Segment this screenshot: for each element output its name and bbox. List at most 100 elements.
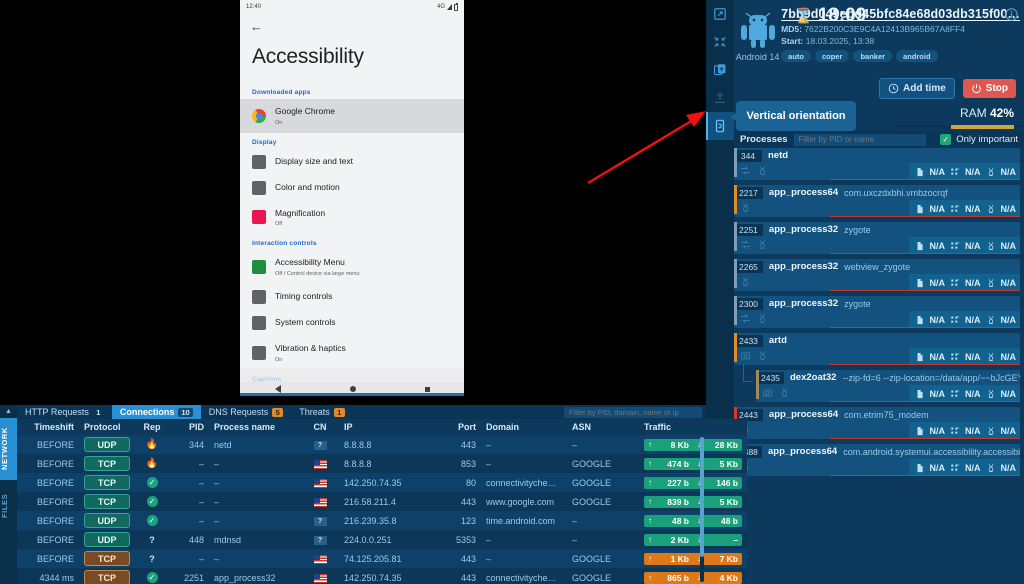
table-body[interactable]: BEFORE UDP 🔥 344 netd? 8.8.8.8 443– – ↑ 8 Kb ↓ 28 K… [17,435,747,584]
process-row[interactable]: 2217 app_process64 com.uxczdxbhi.vmbzocrqf… [734,185,1020,217]
nav-back-icon[interactable] [274,385,281,393]
network-arrows-icon[interactable] [740,239,751,253]
only-important-toggle[interactable]: ✓ Only important [940,134,1018,145]
dna-icon[interactable] [779,387,790,401]
back-arrow-icon[interactable]: ← [250,19,263,34]
phone-setting-row[interactable]: Magnification Off [240,201,464,235]
process-row[interactable]: 2300 app_process32 zygote N/A N/A N/A [734,296,1020,328]
dna-icon[interactable] [740,202,751,216]
col-header-pid[interactable]: PID [169,419,209,435]
process-card[interactable]: 2217 app_process64 com.uxczdxbhi.vmbzocrqf… [734,185,1020,217]
process-card[interactable]: 2265 app_process32 webview_zygote N/A N/A N/A [734,259,1020,291]
col-header-traffic[interactable]: Traffic [639,419,747,435]
download-arrow-icon: ↓ [697,554,701,563]
col-header-ip[interactable]: IP [339,419,437,435]
process-card[interactable]: 344 netd N/A N/A N/A [734,148,1020,180]
process-foot: N/A N/A N/A [734,459,1020,476]
table-row[interactable]: BEFORE TCP ✓ – – 142.250.74.35 80 connectivityc… [17,473,747,492]
tag-auto[interactable]: auto [781,50,811,62]
table-row[interactable]: BEFORE UDP 🔥 344 netd? 8.8.8.8 443– – ↑ 8 Kb ↓ 28 K… [17,435,747,454]
network-tabs[interactable]: HTTP Requests 1 Connections 10 DNS Requests 5… [17,405,706,419]
android-device-screen[interactable]: 12:40 4G ← Accessibility Downloaded apps… [240,0,464,396]
rotate-orientation-icon[interactable] [706,112,734,140]
tag-android[interactable]: android [896,50,938,62]
process-card[interactable]: 2300 app_process32 zygote N/A N/A N/A [734,296,1020,328]
network-arrows-icon[interactable] [740,313,751,327]
tab-http-requests[interactable]: HTTP Requests 1 [17,405,112,419]
process-row[interactable]: 344 netd N/A N/A N/A [734,148,1020,180]
dna-icon[interactable] [757,165,768,179]
process-row[interactable]: 2443 app_process64 com.etrim75_modem N/A N/A… [734,407,1020,439]
upload-arrow-icon: ↑ [648,497,652,506]
dna-icon[interactable] [740,461,751,475]
phone-setting-row[interactable]: Google Chrome On [240,99,464,133]
process-row[interactable]: 2265 app_process32 webview_zygote N/A N/A N/A [734,259,1020,291]
dna-icon[interactable] [757,313,768,327]
table-row[interactable]: BEFORE TCP 🔥 – –8.8.8.8 853– GOOGLE ↑ 474 b ↓ 5 Kb [17,454,747,473]
upload-icon[interactable] [706,84,734,112]
table-row[interactable]: BEFORE TCP ✓ – – 216.58.211.4 443 www.google.co… [17,492,747,511]
col-header-rep[interactable]: Rep [135,419,169,435]
tab-threats[interactable]: Threats 1 [291,405,353,419]
col-header-asn[interactable]: ASN [567,419,639,435]
fullscreen-collapse-icon[interactable] [706,28,734,56]
nav-home-icon[interactable] [349,386,356,392]
process-card[interactable]: 2443 app_process64 com.etrim75_modem N/A N/A… [734,407,1020,439]
table-scrollbar[interactable] [700,437,704,582]
col-header-cn[interactable]: CN [301,419,339,435]
col-header-protocol[interactable]: Protocol [79,419,135,435]
phone-setting-row[interactable]: Accessibility Menu Off / Control device v… [240,250,464,284]
process-filter-input[interactable] [793,133,926,146]
checkbox-checked-icon[interactable]: ✓ [940,134,952,145]
phone-setting-row[interactable]: Color and motion [240,175,464,201]
col-header-port[interactable]: Port [437,419,481,435]
tab-connections[interactable]: Connections 10 [111,405,201,419]
dna-icon[interactable] [757,239,768,253]
col-header-timeshift[interactable]: Timeshift [17,419,79,435]
connections-table-wrap[interactable]: Timeshift Protocol Rep PID Process name CN IP P… [17,419,747,584]
tag-banker[interactable]: banker [853,50,893,62]
process-row[interactable]: 2251 app_process32 zygote N/A N/A N/A [734,222,1020,254]
sample-hash[interactable]: 7bb9d049ebd45bfc84e68d03db315f00… [781,7,1020,21]
table-row[interactable]: BEFORE UDP? 448 mdnsd? 224.0.0.251 5353– – ↑ 2 K… [17,530,747,549]
col-header-domain[interactable]: Domain [481,419,567,435]
dna-icon[interactable] [757,350,768,364]
bottom-rail[interactable]: ▲ NETWORK FILES [0,405,17,584]
copy-text-icon[interactable] [706,56,734,84]
process-card[interactable]: 2488 app_process64 com.android.systemui.ac… [734,444,1020,476]
camera-icon[interactable] [740,350,751,364]
connections-filter-input[interactable] [564,407,702,418]
info-circle-icon[interactable] [1005,8,1018,24]
phone-setting-row[interactable]: Timing controls [240,284,464,310]
process-card[interactable]: 2435 dex2oat32 --zip-fd=6 --zip-location=/… [756,370,1020,402]
table-row[interactable]: BEFORE TCP? – –74.125.205.81 443– GOOGLE ↑ 1 Kb… [17,549,747,568]
process-row[interactable]: 2435 dex2oat32 --zip-fd=6 --zip-location=/… [743,364,1020,402]
nav-recents-icon[interactable] [424,386,430,392]
process-card[interactable]: 2251 app_process32 zygote N/A N/A N/A [734,222,1020,254]
phone-nav-bar[interactable] [240,382,464,396]
dna-icon[interactable] [740,276,751,290]
phone-setting-row[interactable]: Display size and text [240,149,464,175]
add-time-button[interactable]: Add time [879,77,955,99]
process-list[interactable]: 344 netd N/A N/A N/A 2217 app_process64 com.uxc… [734,148,1024,584]
chevron-up-icon[interactable]: ▲ [5,408,12,415]
network-arrows-icon[interactable] [740,165,751,179]
tag-coper[interactable]: coper [815,50,850,62]
process-card[interactable]: 2433 artd N/A N/A N/A [734,333,1020,365]
stop-button[interactable]: Stop [962,78,1016,98]
process-row[interactable]: 2488 app_process64 com.android.systemui.ac… [734,444,1020,476]
process-threat-underline [830,178,1020,180]
connections-table: Timeshift Protocol Rep PID Process name CN IP P… [17,419,747,584]
open-external-icon[interactable] [706,0,734,28]
phone-setting-row[interactable]: System controls [240,310,464,336]
table-row[interactable]: 4344 ms TCP ✓ 2251 app_process32 142.250.74.3… [17,568,747,584]
vertical-tab-network[interactable]: NETWORK [0,418,17,480]
phone-setting-row[interactable]: Vibration & haptics On [240,336,464,370]
table-row[interactable]: BEFORE UDP ✓ – –? 216.239.35.8 123 time.android… [17,511,747,530]
table-scrollbar-thumb[interactable] [700,437,704,557]
tab-dns-requests[interactable]: DNS Requests 5 [201,405,292,419]
vertical-tab-files[interactable]: FILES [0,493,9,518]
col-header-process-name[interactable]: Process name [209,419,301,435]
camera-icon[interactable] [762,387,773,401]
